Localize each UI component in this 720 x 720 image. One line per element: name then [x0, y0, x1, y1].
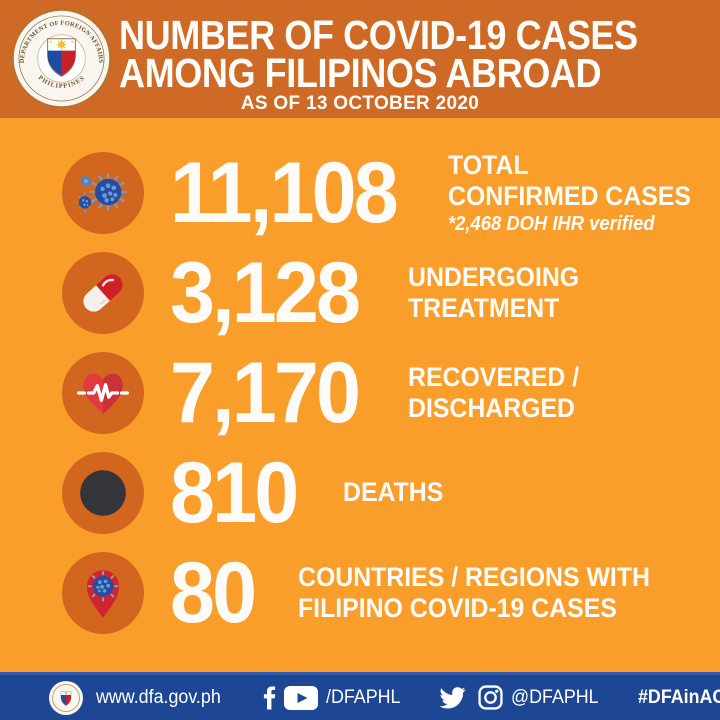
stat-label-undergoing-treatment: UNDERGOING TREATMENT: [408, 261, 580, 323]
heart-ekg-icon: [62, 352, 144, 434]
twitter-icon: [439, 686, 466, 709]
stat-label-deaths: DEATHS: [342, 477, 443, 508]
doh-ihr-note: *2,468 DOH IHR verified: [448, 213, 655, 236]
hashtag: #DFAinACTION: [638, 686, 720, 708]
stat-row-total-confirmed: 11,108 TOTAL CONFIRMED CASES *2,468 DOH …: [0, 143, 720, 243]
stat-value-deaths: 810: [170, 445, 299, 541]
deaths-circle-icon: [62, 452, 144, 534]
website-url: www.dfa.gov.ph: [96, 686, 221, 708]
youtube-icon: [283, 685, 318, 710]
header-title-block: NUMBER OF COVID-19 CASES AMONG FILIPINOS…: [119, 0, 720, 97]
title-line-2: AMONG FILIPINOS ABROAD: [119, 50, 602, 97]
stat-row-countries-regions: 80 COUNTRIES / REGIONS WITH FILIPINO COV…: [0, 543, 720, 643]
twitter-instagram-handle: @DFAPHL: [510, 686, 599, 708]
map-pin-virus-icon: [62, 552, 144, 634]
instagram-icon: [478, 685, 503, 710]
stat-row-recovered-discharged: 7,170 RECOVERED / DISCHARGED: [0, 343, 720, 443]
as-of-date: AS OF 13 OCTOBER 2020: [240, 93, 480, 114]
stat-label-recovered-discharged: RECOVERED / DISCHARGED: [408, 361, 580, 423]
stat-label-countries-regions: COUNTRIES / REGIONS WITH FILIPINO COVID-…: [297, 561, 650, 623]
dfa-seal-logo: DEPARTMENT OF FOREIGN AFFAIRS PHILIPPINE…: [12, 9, 111, 108]
facebook-icon: [263, 686, 275, 709]
virus-icon: [62, 152, 144, 234]
stat-value-undergoing-treatment: 3,128: [170, 245, 361, 341]
stat-value-countries-regions: 80: [170, 545, 257, 641]
stat-row-undergoing-treatment: 3,128 UNDERGOING TREATMENT: [0, 243, 720, 343]
title-line-1: NUMBER OF COVID-19 CASES: [119, 12, 638, 58]
pill-icon: [62, 252, 144, 334]
dfa-seal-small-icon: [49, 680, 83, 715]
header-band: DEPARTMENT OF FOREIGN AFFAIRS PHILIPPINE…: [0, 0, 720, 118]
stat-label-total-confirmed: TOTAL CONFIRMED CASES *2,468 DOH IHR ver…: [448, 149, 692, 236]
stat-value-total-confirmed: 11,108: [170, 145, 399, 241]
footer-bar: www.dfa.gov.ph /DFAPHL @DFAPHL #DFAinACT…: [0, 672, 720, 720]
stat-row-deaths: 810 DEATHS: [0, 443, 720, 543]
stats-panel: 11,108 TOTAL CONFIRMED CASES *2,468 DOH …: [0, 118, 720, 672]
stat-value-recovered-discharged: 7,170: [170, 345, 361, 441]
facebook-youtube-handle: /DFAPHL: [325, 686, 401, 708]
